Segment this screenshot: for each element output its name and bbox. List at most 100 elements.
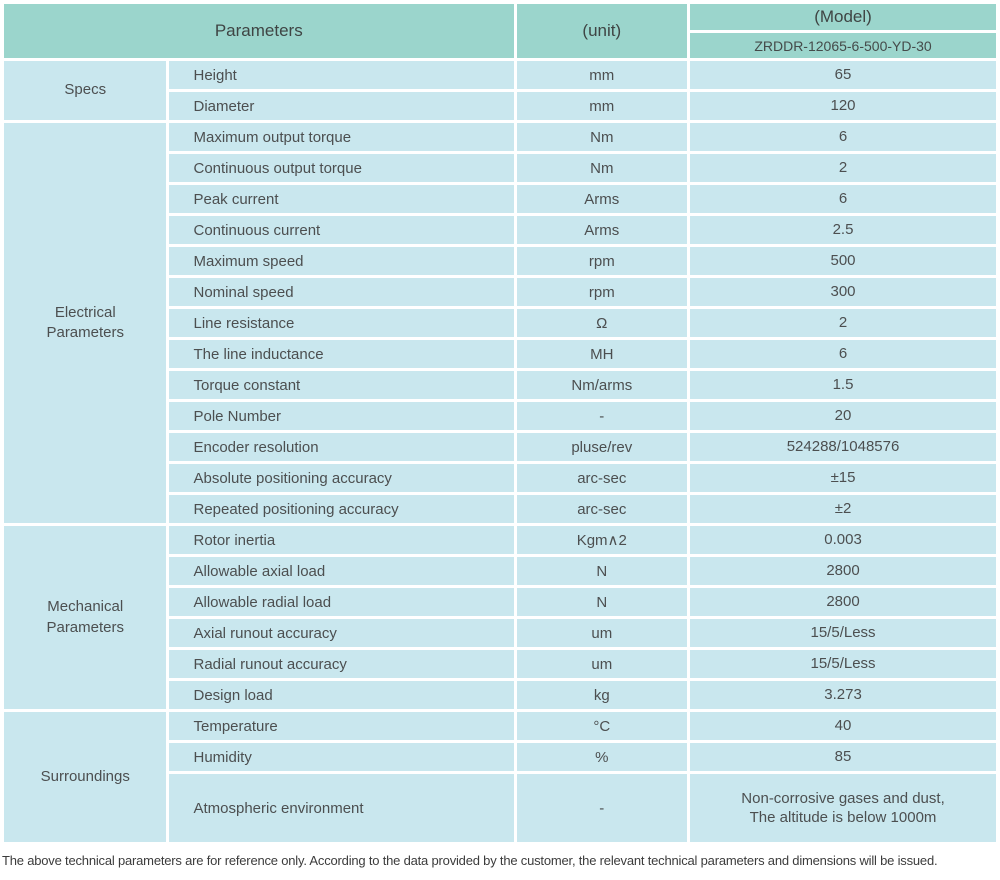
table-body: Specs Height mm 65 Diameter mm 120 Elect… (4, 61, 996, 842)
value-cell: 2800 (690, 557, 996, 585)
value-cell: Non-corrosive gases and dust, The altitu… (690, 774, 996, 842)
value-cell: 120 (690, 92, 996, 120)
table-row: Absolute positioning accuracy arc-sec ±1… (4, 464, 996, 492)
table-row: Peak current Arms 6 (4, 185, 996, 213)
param-cell: Continuous current (169, 216, 514, 244)
table-row: Encoder resolution pluse/rev 524288/1048… (4, 433, 996, 461)
table-row: Repeated positioning accuracy arc-sec ±2 (4, 495, 996, 523)
unit-cell: um (516, 650, 688, 678)
unit-cell: Kgm∧2 (516, 526, 688, 554)
unit-cell: Nm/arms (516, 371, 688, 399)
header-unit: (unit) (516, 4, 688, 58)
unit-cell: Arms (516, 185, 688, 213)
table-row: Pole Number - 20 (4, 402, 996, 430)
header-model-code: ZRDDR-12065-6-500-YD-30 (690, 33, 996, 58)
param-cell: Rotor inertia (169, 526, 514, 554)
param-cell: Maximum speed (169, 247, 514, 275)
value-cell: 2 (690, 309, 996, 337)
table-row: Electrical Parameters Maximum output tor… (4, 123, 996, 523)
unit-cell: kg (516, 681, 688, 709)
unit-cell: um (516, 619, 688, 647)
value-cell: 40 (690, 712, 996, 740)
param-cell: Axial runout accuracy (169, 619, 514, 647)
table-row: Design load kg 3.273 (4, 681, 996, 709)
technical-parameters-table: Parameters (unit) (Model) ZRDDR-12065-6-… (1, 1, 999, 845)
value-cell: 65 (690, 61, 996, 89)
section-label-electrical: Electrical Parameters (4, 123, 167, 523)
section-label-specs: Specs (4, 61, 167, 120)
unit-cell: rpm (516, 278, 688, 306)
value-cell: 0.003 (690, 526, 996, 554)
value-cell: ±15 (690, 464, 996, 492)
param-cell: Allowable axial load (169, 557, 514, 585)
param-cell: Absolute positioning accuracy (169, 464, 514, 492)
section-label-mechanical: Mechanical Parameters (4, 526, 167, 709)
param-cell: Torque constant (169, 371, 514, 399)
value-cell: 2800 (690, 588, 996, 616)
value-cell: 3.273 (690, 681, 996, 709)
value-cell: 15/5/Less (690, 650, 996, 678)
unit-cell: Nm (516, 123, 688, 151)
param-cell: Design load (169, 681, 514, 709)
param-cell: Pole Number (169, 402, 514, 430)
value-cell: 524288/1048576 (690, 433, 996, 461)
unit-cell: pluse/rev (516, 433, 688, 461)
unit-cell: Nm (516, 154, 688, 182)
param-cell: Radial runout accuracy (169, 650, 514, 678)
unit-cell: N (516, 588, 688, 616)
unit-cell: rpm (516, 247, 688, 275)
param-cell: Nominal speed (169, 278, 514, 306)
value-cell: 6 (690, 185, 996, 213)
param-cell: Atmospheric environment (169, 774, 514, 842)
value-cell: 6 (690, 340, 996, 368)
header-parameters: Parameters (4, 4, 514, 58)
param-cell: Temperature (169, 712, 514, 740)
table-row: The line inductance MH 6 (4, 340, 996, 368)
value-cell: 85 (690, 743, 996, 771)
header-model: (Model) (690, 4, 996, 30)
param-cell: Line resistance (169, 309, 514, 337)
param-cell: Repeated positioning accuracy (169, 495, 514, 523)
param-cell: Humidity (169, 743, 514, 771)
unit-cell: Arms (516, 216, 688, 244)
table-row: Atmospheric environment - Non-corrosive … (4, 774, 996, 842)
unit-cell: mm (516, 61, 688, 89)
unit-cell: °C (516, 712, 688, 740)
table-row: Torque constant Nm/arms 1.5 (4, 371, 996, 399)
unit-cell: arc-sec (516, 495, 688, 523)
value-cell: ±2 (690, 495, 996, 523)
param-cell: Diameter (169, 92, 514, 120)
table-header: Parameters (unit) (Model) ZRDDR-12065-6-… (4, 4, 996, 58)
value-cell: 6 (690, 123, 996, 151)
value-cell: 2.5 (690, 216, 996, 244)
table-row: Specs Height mm 65 (4, 61, 996, 120)
value-cell: 20 (690, 402, 996, 430)
param-cell: Height (169, 61, 514, 89)
param-cell: Maximum output torque (169, 123, 514, 151)
param-cell: The line inductance (169, 340, 514, 368)
unit-cell: arc-sec (516, 464, 688, 492)
table-row: Allowable radial load N 2800 (4, 588, 996, 616)
value-cell: 500 (690, 247, 996, 275)
table-row: Axial runout accuracy um 15/5/Less (4, 619, 996, 647)
value-cell: 2 (690, 154, 996, 182)
param-cell: Encoder resolution (169, 433, 514, 461)
value-cell: 300 (690, 278, 996, 306)
table-row: Continuous current Arms 2.5 (4, 216, 996, 244)
table-row: Radial runout accuracy um 15/5/Less (4, 650, 996, 678)
table-row: Surroundings Temperature °C 40 (4, 712, 996, 842)
value-cell: 1.5 (690, 371, 996, 399)
unit-cell: N (516, 557, 688, 585)
table-row: Humidity % 85 (4, 743, 996, 771)
unit-cell: - (516, 402, 688, 430)
table-row: Mechanical Parameters Rotor inertia Kgm∧… (4, 526, 996, 709)
unit-cell: Ω (516, 309, 688, 337)
param-cell: Continuous output torque (169, 154, 514, 182)
value-cell: 15/5/Less (690, 619, 996, 647)
table-row: Nominal speed rpm 300 (4, 278, 996, 306)
table-row: Diameter mm 120 (4, 92, 996, 120)
unit-cell: - (516, 774, 688, 842)
unit-cell: mm (516, 92, 688, 120)
param-cell: Peak current (169, 185, 514, 213)
section-label-surroundings: Surroundings (4, 712, 167, 842)
